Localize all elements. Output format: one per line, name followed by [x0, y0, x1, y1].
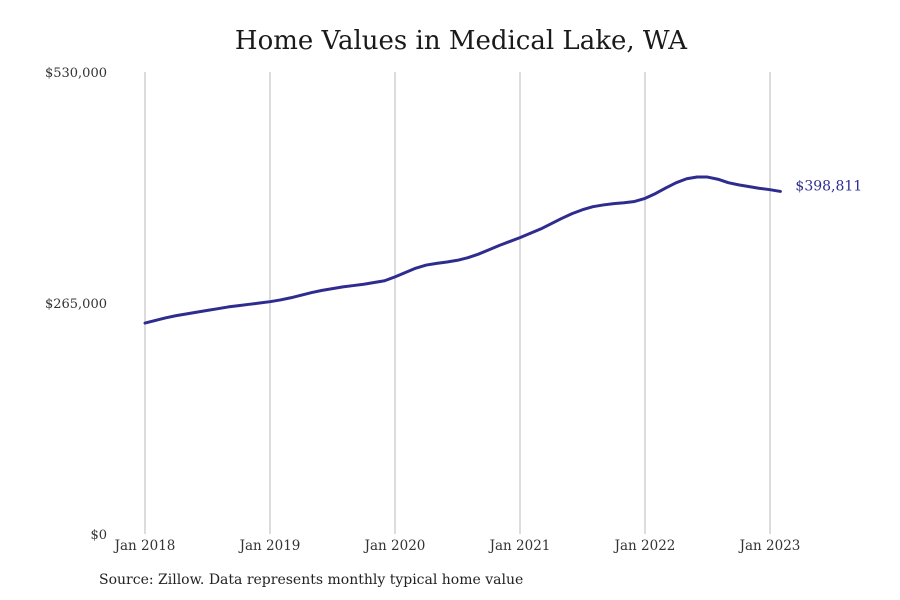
- series: [143, 175, 782, 325]
- x-tick-label: Jan 2023: [738, 538, 801, 554]
- x-tick-label: Jan 2022: [613, 538, 676, 554]
- x-axis-ticks: Jan 2018 Jan 2019 Jan 2020 Jan 2021 Jan 2022…: [113, 538, 801, 554]
- source-note: Source: Zillow. Data represents monthly …: [99, 572, 524, 588]
- x-tick-label: Jan 2021: [488, 538, 551, 554]
- y-tick-label: $265,000: [45, 297, 107, 312]
- y-axis-ticks: $0 $265,000 $530,000: [45, 66, 107, 543]
- chart-title: Home Values in Medical Lake, WA: [234, 26, 688, 56]
- y-tick-label: $530,000: [45, 66, 107, 81]
- series-line: [143, 175, 782, 325]
- x-tick-label: Jan 2020: [363, 538, 426, 554]
- end-value-label: $398,811: [795, 178, 862, 194]
- data-labels: $398,811: [795, 178, 862, 194]
- x-tick-label: Jan 2019: [238, 538, 301, 554]
- x-tick-label: Jan 2018: [113, 538, 176, 554]
- y-tick-label: $0: [90, 528, 107, 543]
- gridlines: [144, 72, 771, 534]
